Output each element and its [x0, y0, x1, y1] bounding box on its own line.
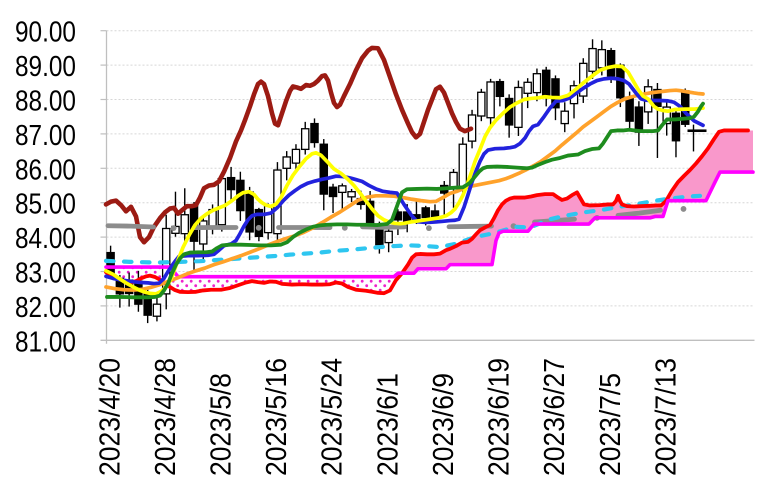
- svg-text:2023/6/9: 2023/6/9: [428, 373, 460, 476]
- svg-text:89.00: 89.00: [15, 51, 76, 83]
- svg-text:2023/6/19: 2023/6/19: [484, 358, 516, 476]
- svg-text:2023/6/1: 2023/6/1: [372, 373, 404, 476]
- svg-text:81.00: 81.00: [15, 326, 76, 358]
- svg-text:2023/5/8: 2023/5/8: [206, 373, 238, 476]
- svg-text:2023/6/27: 2023/6/27: [539, 358, 571, 476]
- svg-text:90.00: 90.00: [15, 17, 76, 49]
- svg-text:2023/7/5: 2023/7/5: [595, 373, 627, 476]
- svg-text:2023/4/20: 2023/4/20: [94, 358, 126, 476]
- svg-text:86.00: 86.00: [15, 154, 76, 186]
- svg-text:82.00: 82.00: [15, 292, 76, 324]
- svg-text:83.00: 83.00: [15, 258, 76, 290]
- svg-text:2023/4/28: 2023/4/28: [150, 358, 182, 476]
- svg-text:84.00: 84.00: [15, 223, 76, 255]
- svg-text:85.00: 85.00: [15, 189, 76, 221]
- svg-text:87.00: 87.00: [15, 120, 76, 152]
- svg-text:88.00: 88.00: [15, 86, 76, 118]
- svg-text:2023/7/13: 2023/7/13: [650, 358, 682, 476]
- svg-text:2023/5/16: 2023/5/16: [261, 358, 293, 476]
- svg-text:2023/5/24: 2023/5/24: [317, 358, 349, 476]
